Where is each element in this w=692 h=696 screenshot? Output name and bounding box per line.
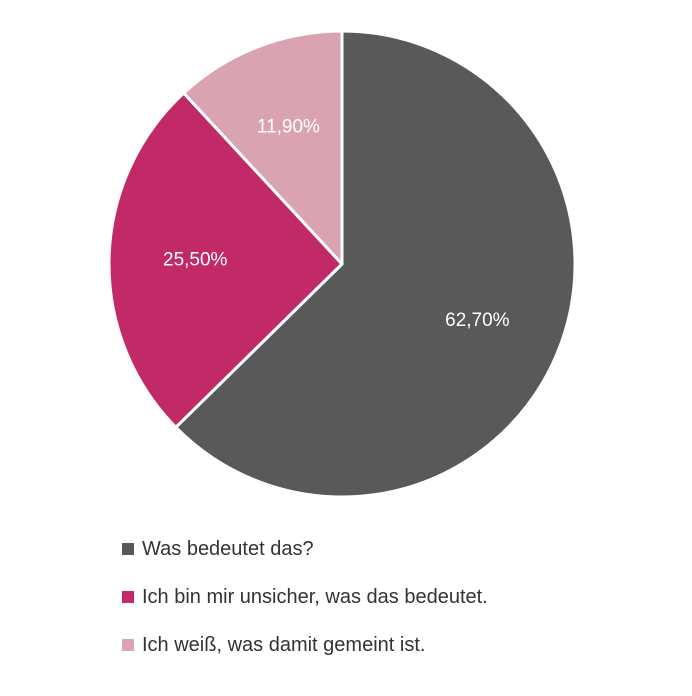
slice-data-label-3: 11,90% (257, 116, 320, 137)
legend-label: Ich bin mir unsicher, was das bedeutet. (142, 585, 488, 608)
pie-labels: 62,70% 25,50% 11,90% (163, 116, 510, 330)
legend-swatch-icon (122, 591, 134, 603)
pie-slices (107, 29, 577, 499)
pie-slice-3 (182, 29, 344, 266)
legend-label: Was bedeutet das? (142, 537, 314, 560)
slice-data-label-2: 25,50% (163, 250, 228, 271)
legend: Was bedeutet das? Ich bin mir unsicher, w… (122, 536, 682, 680)
legend-item-1: Was bedeutet das? (122, 536, 682, 562)
legend-swatch-icon (122, 543, 134, 555)
legend-swatch-icon (122, 639, 134, 651)
legend-label: Ich weiß, was damit gemeint ist. (142, 633, 426, 656)
pie-slice-1 (174, 29, 577, 499)
legend-item-2: Ich bin mir unsicher, was das bedeutet. (122, 584, 682, 610)
slice-data-label-1: 62,70% (445, 310, 510, 331)
pie-chart: 62,70% 25,50% 11,90% (107, 29, 577, 499)
legend-item-3: Ich weiß, was damit gemeint ist. (122, 632, 682, 658)
pie-slice-2 (107, 91, 344, 429)
